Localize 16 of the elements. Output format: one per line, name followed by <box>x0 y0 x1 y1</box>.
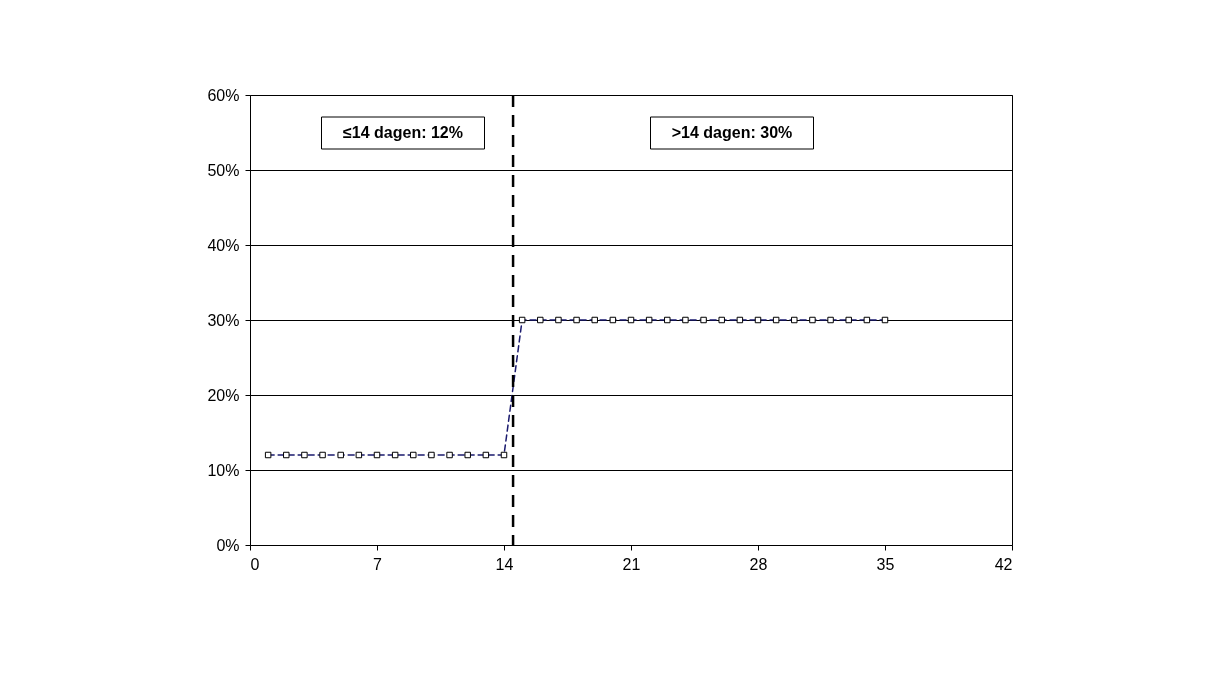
annotation: >14 dagen: 30% <box>671 124 793 141</box>
y-tick-label: 0% <box>216 536 240 554</box>
x-tick-label: 28 <box>749 555 768 573</box>
x-tick-label: 21 <box>622 555 641 573</box>
y-tick-label: 50% <box>207 161 240 179</box>
y-tick-label: 10% <box>207 461 240 479</box>
x-tick-label: 42 <box>994 555 1013 573</box>
y-tick-label: 20% <box>207 386 240 404</box>
x-tick-label: 7 <box>373 555 383 573</box>
y-tick-label: 30% <box>207 311 240 329</box>
annotation: ≤14 dagen: 12% <box>343 124 463 141</box>
y-tick-label: 60% <box>207 86 240 104</box>
y-tick-label: 40% <box>207 236 240 254</box>
x-tick-label: 35 <box>876 555 895 573</box>
x-tick-label: 14 <box>495 555 514 573</box>
x-tick-label: 0 <box>250 555 260 573</box>
